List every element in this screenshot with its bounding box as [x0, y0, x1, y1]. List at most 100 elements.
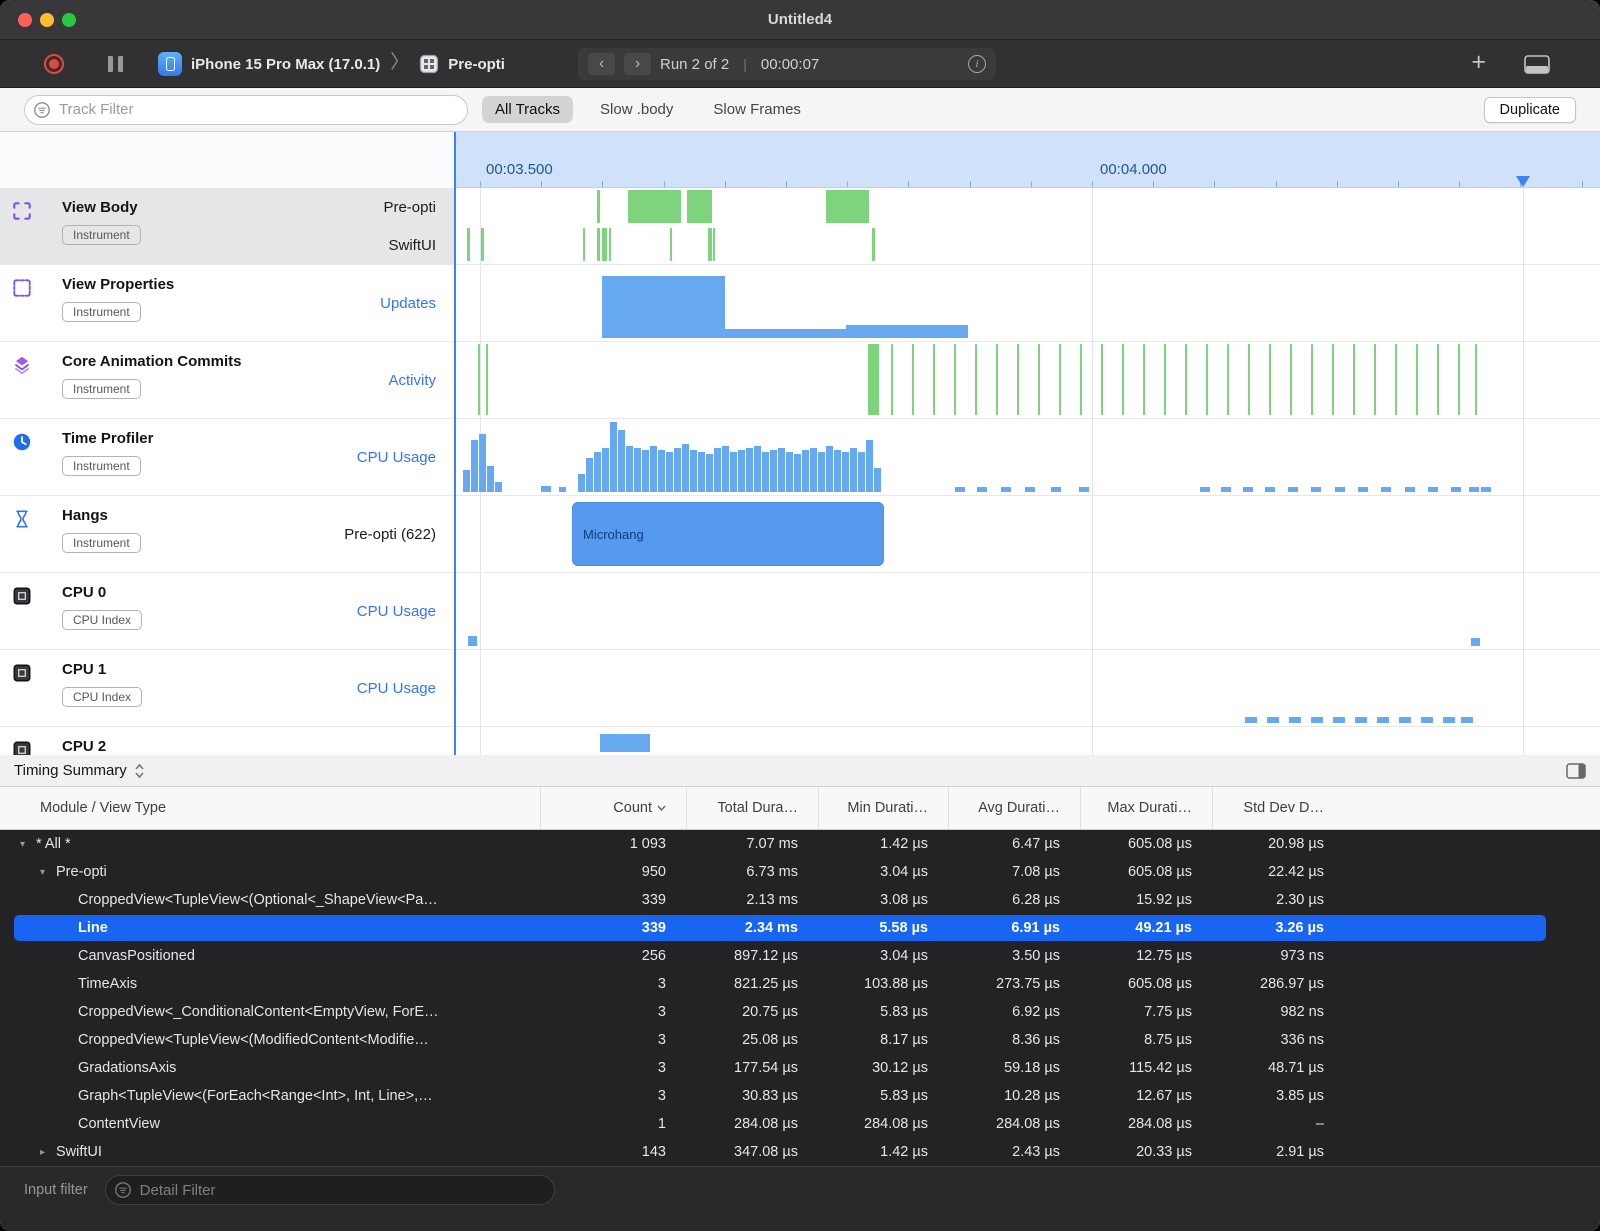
row-value: 5.83 µs: [880, 1088, 928, 1104]
lane-label: Updates: [380, 294, 436, 312]
detail-view-selector[interactable]: Timing Summary: [14, 762, 145, 779]
hang-interval-label: Microhang: [583, 526, 644, 542]
track-label-view-body[interactable]: View Body Instrument Pre-opti SwiftUI: [0, 188, 455, 264]
track-label-hangs[interactable]: Hangs Instrument Pre-opti (622): [0, 496, 455, 572]
zoom-button[interactable]: [62, 13, 76, 27]
duplicate-button[interactable]: Duplicate: [1483, 96, 1576, 123]
row-value: 286.97 µs: [1260, 976, 1324, 992]
track-row-time-profiler[interactable]: Time Profiler Instrument CPU Usage: [0, 419, 1600, 496]
device-target-selector[interactable]: iPhone 15 Pro Max (17.0.1) 〉 Pre-opti: [158, 40, 505, 88]
hang-interval[interactable]: Microhang: [572, 502, 884, 566]
row-value: 973 ns: [1280, 948, 1324, 964]
column-header-min-duration[interactable]: Min Durati…: [818, 787, 948, 829]
table-row[interactable]: CroppedView<_ConditionalContent<EmptyVie…: [0, 998, 1600, 1026]
timeline-ruler[interactable]: 00:03.500 00:04.000: [0, 132, 1600, 188]
track-label-cpu0[interactable]: CPU 0 CPU Index CPU Usage: [0, 573, 455, 649]
ruler-scale[interactable]: 00:03.500 00:04.000: [455, 132, 1600, 188]
row-value: 8.36 µs: [1012, 1032, 1060, 1048]
track-label-core-animation[interactable]: Core Animation Commits Instrument Activi…: [0, 342, 455, 418]
track-timeline[interactable]: [455, 727, 1600, 755]
column-header-module[interactable]: Module / View Type: [40, 800, 167, 816]
row-value: 1: [657, 1116, 666, 1132]
table-row[interactable]: ▸ SwiftUI 143 347.08 µs 1.42 µs 2.43 µs 20.33 …: [0, 1138, 1600, 1166]
target-app-icon: [420, 54, 439, 74]
track-filter: [24, 94, 468, 125]
table-row[interactable]: ▾ * All * 1 093 7.07 ms 1.42 µs 6.47 µs 605.08…: [0, 830, 1600, 858]
view-body-icon: [11, 200, 33, 222]
table-row[interactable]: TimeAxis 3 821.25 µs 103.88 µs 273.75 µs 605.…: [0, 970, 1600, 998]
toolbar: iPhone 15 Pro Max (17.0.1) 〉 Pre-opti ‹ …: [0, 40, 1600, 88]
table-row[interactable]: GradationsAxis 3 177.54 µs 30.12 µs 59.18 µs…: [0, 1054, 1600, 1082]
minimize-button[interactable]: [40, 13, 54, 27]
info-icon[interactable]: i: [968, 55, 986, 73]
table-row[interactable]: ContentView 1 284.08 µs 284.08 µs 284.08 µs 2…: [0, 1110, 1600, 1138]
track-row-hangs[interactable]: Hangs Instrument Pre-opti (622) Microhan…: [0, 496, 1600, 573]
track-timeline[interactable]: [455, 419, 1600, 495]
table-row[interactable]: Line 339 2.34 ms 5.58 µs 6.91 µs 49.21 µs 3.26…: [0, 914, 1600, 942]
record-button[interactable]: [44, 54, 64, 74]
row-module-name: CanvasPositioned: [78, 948, 195, 964]
track-label-cpu1[interactable]: CPU 1 CPU Index CPU Usage: [0, 650, 455, 726]
tab-all-tracks[interactable]: All Tracks: [482, 96, 574, 123]
track-timeline[interactable]: [455, 573, 1600, 649]
track-timeline[interactable]: [455, 650, 1600, 726]
ruler-left-spacer: [0, 132, 455, 188]
table-row[interactable]: CanvasPositioned 256 897.12 µs 3.04 µs 3.50 …: [0, 942, 1600, 970]
row-value: 115.42 µs: [1129, 1060, 1192, 1076]
pause-button[interactable]: [108, 56, 123, 72]
row-value: 7.08 µs: [1012, 864, 1060, 880]
target-name[interactable]: Pre-opti: [448, 55, 505, 73]
core-animation-icon: [11, 354, 33, 376]
disclosure-triangle-icon[interactable]: ▾: [40, 866, 46, 878]
track-timeline[interactable]: [455, 188, 1600, 264]
tab-slow-body[interactable]: Slow .body: [600, 101, 674, 118]
column-header-std-dev[interactable]: Std Dev D…: [1212, 787, 1344, 829]
table-row[interactable]: CroppedView<TupleView<(Optional<_ShapeVi…: [0, 886, 1600, 914]
column-header-count[interactable]: Count: [540, 787, 686, 829]
table-row[interactable]: CroppedView<TupleView<(ModifiedContent<M…: [0, 1026, 1600, 1054]
track-row-cpu2[interactable]: CPU 2: [0, 727, 1600, 755]
track-row-cpu1[interactable]: CPU 1 CPU Index CPU Usage: [0, 650, 1600, 727]
row-value: 3.04 µs: [880, 864, 928, 880]
row-value: 2.91 µs: [1276, 1144, 1324, 1160]
track-label-cpu2[interactable]: CPU 2: [0, 727, 455, 755]
row-module-name: TimeAxis: [78, 976, 138, 992]
row-value: 339: [641, 920, 666, 936]
track-label-time-profiler[interactable]: Time Profiler Instrument CPU Usage: [0, 419, 455, 495]
row-value: 48.71 µs: [1268, 1060, 1324, 1076]
track-badge: CPU Index: [62, 610, 143, 630]
column-header-avg-duration[interactable]: Avg Durati…: [948, 787, 1080, 829]
table-row[interactable]: Graph<TupleView<(ForEach<Range<Int>, Int…: [0, 1082, 1600, 1110]
column-header-max-duration[interactable]: Max Durati…: [1080, 787, 1212, 829]
add-instrument-icon[interactable]: +: [1471, 48, 1486, 76]
track-row-cpu0[interactable]: CPU 0 CPU Index CPU Usage: [0, 573, 1600, 650]
table-row[interactable]: ▾ Pre-opti 950 6.73 ms 3.04 µs 7.08 µs 605.08 …: [0, 858, 1600, 886]
track-row-view-body[interactable]: View Body Instrument Pre-opti SwiftUI: [0, 188, 1600, 265]
bottom-panel-toggle-icon[interactable]: [1524, 55, 1550, 79]
disclosure-triangle-icon[interactable]: ▸: [40, 1146, 46, 1158]
close-button[interactable]: [18, 13, 32, 27]
row-value: 3: [657, 1032, 666, 1048]
next-run-button[interactable]: ›: [624, 53, 651, 75]
tab-slow-frames[interactable]: Slow Frames: [713, 101, 801, 118]
row-value: 30.83 µs: [742, 1088, 798, 1104]
column-header-total-duration[interactable]: Total Dura…: [686, 787, 818, 829]
track-timeline[interactable]: [455, 265, 1600, 341]
inspector-toggle-icon[interactable]: [1566, 762, 1586, 779]
row-value: 605.08 µs: [1128, 976, 1192, 992]
detail-filter-input[interactable]: [104, 1175, 555, 1205]
disclosure-triangle-icon[interactable]: ▾: [20, 838, 26, 850]
track-row-core-animation[interactable]: Core Animation Commits Instrument Activi…: [0, 342, 1600, 419]
recording-end-marker-icon: [1516, 176, 1530, 187]
track-timeline[interactable]: [455, 342, 1600, 418]
track-timeline[interactable]: Microhang: [455, 496, 1600, 572]
summary-bar: Timing Summary: [0, 755, 1600, 787]
device-name[interactable]: iPhone 15 Pro Max (17.0.1): [191, 55, 381, 73]
playhead[interactable]: [454, 132, 456, 755]
track-filter-input[interactable]: [24, 94, 468, 125]
row-value: 143: [641, 1144, 666, 1160]
track-label-view-properties[interactable]: View Properties Instrument Updates: [0, 265, 455, 341]
track-row-view-properties[interactable]: View Properties Instrument Updates: [0, 265, 1600, 342]
previous-run-button[interactable]: ‹: [588, 53, 615, 75]
track-title: Time Profiler: [62, 430, 154, 447]
